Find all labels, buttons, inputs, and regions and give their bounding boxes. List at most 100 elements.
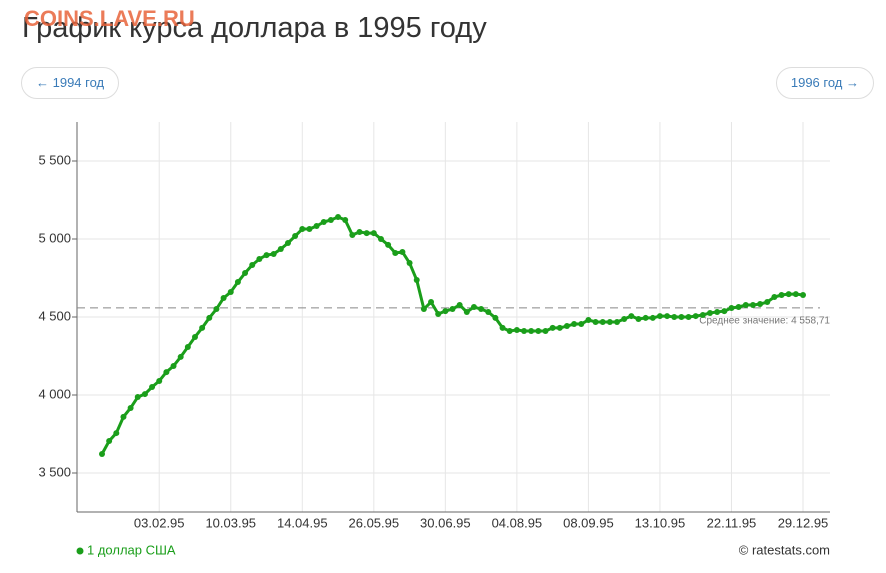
data-point — [506, 328, 513, 335]
x-tick-label: 04.08.95 — [492, 515, 543, 530]
data-point — [292, 233, 299, 240]
data-point — [220, 294, 227, 301]
data-point — [456, 301, 463, 308]
data-point — [749, 301, 756, 308]
data-point — [542, 328, 549, 335]
data-point — [127, 404, 134, 411]
data-point — [521, 328, 528, 335]
data-point — [420, 306, 427, 313]
data-point — [363, 230, 370, 237]
x-tick-label: 14.04.95 — [277, 515, 328, 530]
data-point — [492, 314, 499, 321]
data-point — [156, 377, 163, 384]
data-point — [399, 248, 406, 255]
data-point — [528, 328, 535, 335]
data-point — [771, 294, 778, 301]
x-tick-label: 30.06.95 — [420, 515, 471, 530]
y-tick-label: 4 000 — [38, 386, 71, 401]
data-point — [306, 226, 313, 233]
data-point — [428, 299, 435, 306]
data-point — [478, 306, 485, 313]
data-point — [699, 311, 706, 318]
x-tick-label: 26.05.95 — [349, 515, 400, 530]
data-point — [177, 353, 184, 360]
data-point — [149, 384, 156, 391]
data-point — [320, 218, 327, 225]
watermark: COINS.LAVE.RU — [24, 6, 195, 31]
x-tick-label: 22.11.95 — [707, 515, 757, 530]
data-point — [284, 240, 291, 247]
data-point — [356, 228, 363, 235]
data-point — [342, 216, 349, 223]
x-tick-label: 10.03.95 — [205, 515, 256, 530]
y-tick-label: 5 000 — [38, 230, 71, 245]
data-point — [499, 324, 506, 331]
data-point — [728, 304, 735, 311]
data-point — [692, 313, 699, 320]
data-point — [113, 430, 120, 437]
data-point — [413, 277, 420, 284]
prev-year-button[interactable]: ← 1994 год — [21, 67, 120, 99]
data-point — [463, 309, 470, 316]
data-point — [785, 291, 792, 298]
data-point — [270, 250, 277, 257]
data-point — [563, 323, 570, 330]
series-line — [100, 215, 804, 455]
data-point — [206, 314, 213, 321]
y-tick-label: 5 500 — [38, 152, 71, 167]
data-point — [642, 314, 649, 321]
data-point — [191, 333, 198, 340]
data-point — [735, 304, 742, 311]
data-point — [184, 343, 191, 350]
y-tick-label: 4 500 — [38, 308, 71, 323]
data-point — [778, 292, 785, 299]
data-point — [535, 328, 542, 335]
data-point — [120, 413, 127, 420]
data-point — [764, 299, 771, 306]
data-point — [513, 326, 520, 333]
data-point — [449, 306, 456, 313]
data-point — [277, 245, 284, 252]
data-point — [327, 216, 334, 223]
data-point — [349, 231, 356, 238]
data-point — [106, 438, 113, 445]
data-point — [714, 309, 721, 316]
data-point — [442, 308, 449, 315]
data-point — [335, 214, 342, 221]
data-point — [678, 314, 685, 320]
y-tick-label: 3 500 — [38, 464, 71, 479]
data-point — [792, 291, 799, 298]
data-point — [134, 394, 141, 401]
data-point — [721, 308, 728, 315]
data-point — [141, 391, 148, 398]
data-point — [592, 318, 599, 325]
data-point — [757, 301, 764, 308]
data-point — [656, 313, 663, 320]
data-point — [556, 324, 563, 331]
data-point — [742, 301, 749, 308]
data-point — [263, 252, 270, 259]
data-point — [614, 318, 621, 325]
data-point — [578, 321, 585, 328]
data-point — [213, 306, 220, 313]
data-point — [99, 450, 105, 457]
data-point — [585, 316, 592, 323]
x-tick-label: 03.02.95 — [134, 515, 185, 530]
data-point — [649, 314, 656, 321]
data-point — [800, 292, 806, 299]
x-tick-label: 08.09.95 — [563, 515, 614, 530]
data-point — [664, 313, 671, 320]
legend-label: 1 доллар США — [87, 542, 176, 557]
source: © ratestats.com — [739, 542, 830, 557]
data-point — [606, 318, 613, 325]
data-point — [685, 314, 692, 320]
data-point — [199, 324, 206, 331]
data-point — [256, 255, 263, 262]
data-point — [170, 362, 177, 369]
data-point — [671, 314, 678, 320]
x-tick-label: 29.12.95 — [778, 515, 829, 530]
legend-marker — [76, 547, 84, 555]
average-label: Среднее значение: 4 558,71 — [699, 315, 830, 326]
next-year-button[interactable]: 1996 год → — [775, 67, 874, 99]
